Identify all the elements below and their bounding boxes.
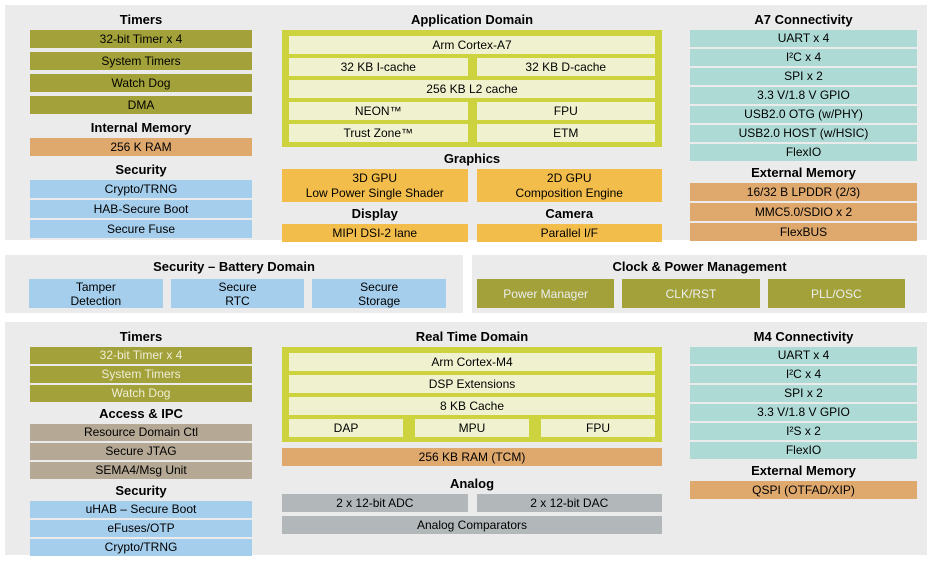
battery-domain-row: Tamper Detection Secure RTC Secure Stora… [5,279,463,308]
ip-block-dap: DAP [289,419,403,437]
top-left-column: Timers 32-bit Timer x 4 System Timers Wa… [30,10,252,240]
clock-power-management-title: Clock & Power Management [612,259,787,274]
application-domain-title: Application Domain [410,12,534,27]
ip-block-cortex-m4: Arm Cortex-M4 [289,353,655,371]
ip-block-a7-i2c: I²C x 4 [690,49,917,66]
ip-block-resource-domain-ctl: Resource Domain Ctl [30,424,252,441]
ip-block-pll-osc: PLL/OSC [767,279,905,308]
real-time-domain-title: Real Time Domain [415,329,529,344]
ip-block-dma: DMA [30,96,252,114]
ip-block-a7-uart: UART x 4 [690,30,917,47]
analog-section-title: Analog [449,476,495,491]
ip-block-system-timers: System Timers [30,52,252,70]
m4-security-section-title: Security [115,483,167,498]
ip-block-m4-system-timers: System Timers [30,366,252,383]
ip-block-hab-secure-boot: HAB-Secure Boot [30,200,252,218]
graphics-section-title: Graphics [443,151,501,166]
bottom-right-column: M4 Connectivity UART x 4 I²C x 4 SPI x 2… [690,327,917,503]
a7-connectivity-section-title: A7 Connectivity [754,12,853,27]
ip-block-adc: 2 x 12-bit ADC [282,494,468,512]
ip-block-secure-jtag: Secure JTAG [30,443,252,460]
internal-memory-section-title: Internal Memory [90,120,192,135]
ip-block-uhab-secure-boot: uHAB – Secure Boot [30,501,252,518]
ip-block-neon: NEON™ [289,102,468,120]
timers-section-title: Timers [119,12,163,27]
ip-block-cortex-a7: Arm Cortex-A7 [289,36,655,54]
ip-block-m4-flexio: FlexIO [690,442,917,459]
ip-block-efuses-otp: eFuses/OTP [30,520,252,537]
ip-block-icache: 32 KB I-cache [289,58,468,76]
ip-block-qspi: QSPI (OTFAD/XIP) [690,481,917,499]
clock-power-management-panel: Clock & Power Management Power Manager C… [472,255,927,313]
adc-dac-row: 2 x 12-bit ADC 2 x 12-bit DAC [282,494,662,516]
ip-block-2d-gpu: 2D GPU Composition Engine [476,169,662,202]
ip-block-m4-crypto-trng: Crypto/TRNG [30,539,252,556]
ip-block-a7-flexio: FlexIO [690,144,917,161]
ip-block-fpu-m4: FPU [541,419,655,437]
ip-block-dsp-extensions: DSP Extensions [289,375,655,393]
top-right-column: A7 Connectivity UART x 4 I²C x 4 SPI x 2… [690,10,917,243]
ip-block-m4-spi: SPI x 2 [690,385,917,402]
ip-block-mpu: MPU [415,419,529,437]
ip-block-mmc-sdio: MMC5.0/SDIO x 2 [690,203,917,221]
ip-block-m4-32bit-timer: 32-bit Timer x 4 [30,347,252,364]
ip-block-m4-gpio: 3.3 V/1.8 V GPIO [690,404,917,421]
display-camera-row: MIPI DSI-2 lane Parallel I/F [282,224,662,246]
ip-block-trust-zone: Trust Zone™ [289,124,468,142]
ip-block-256k-ram: 256 K RAM [30,138,252,156]
ip-block-usb-otg: USB2.0 OTG (w/PHY) [690,106,917,123]
security-battery-domain-title: Security – Battery Domain [153,259,315,274]
ip-block-crypto-trng: Crypto/TRNG [30,180,252,198]
ip-block-dcache: 32 KB D-cache [476,58,655,76]
access-ipc-section-title: Access & IPC [99,406,183,421]
ip-block-clk-rst: CLK/RST [622,279,760,308]
ip-block-m4-watch-dog: Watch Dog [30,385,252,402]
ip-block-parallel-if: Parallel I/F [476,224,662,242]
ip-block-flexbus: FlexBUS [690,223,917,241]
m4-external-memory-section-title: External Memory [751,463,856,478]
m4-connectivity-section-title: M4 Connectivity [753,329,854,344]
top-panel-application-domain: Timers 32-bit Timer x 4 System Timers Wa… [5,5,927,243]
application-domain-container: Arm Cortex-A7 32 KB I-cache 32 KB D-cach… [282,30,662,147]
ip-block-secure-rtc: Secure RTC [170,279,305,308]
a7-external-memory-section-title: External Memory [751,165,856,180]
ip-block-8kb-cache: 8 KB Cache [289,397,655,415]
ip-block-usb-host: USB2.0 HOST (w/HSIC) [690,125,917,142]
security-section-title: Security [115,162,167,177]
m4-timers-section-title: Timers [119,329,163,344]
top-middle-column: Application Domain Arm Cortex-A7 32 KB I… [282,10,662,246]
ip-block-lpddr: 16/32 B LPDDR (2/3) [690,183,917,201]
ip-block-dac: 2 x 12-bit DAC [476,494,662,512]
ip-block-secure-storage: Secure Storage [312,279,447,308]
graphics-row: 3D GPU Low Power Single Shader 2D GPU Co… [282,169,662,204]
ip-block-watch-dog: Watch Dog [30,74,252,92]
ip-block-secure-fuse: Secure Fuse [30,220,252,238]
ip-block-a7-gpio: 3.3 V/1.8 V GPIO [690,87,917,104]
ip-block-l2-cache: 256 KB L2 cache [289,80,655,98]
real-time-domain-container: Arm Cortex-M4 DSP Extensions 8 KB Cache … [282,347,662,442]
ip-block-fpu-a7: FPU [476,102,655,120]
display-section-title: Display [351,206,398,221]
ip-block-analog-comparators: Analog Comparators [282,516,662,534]
ip-block-etm: ETM [476,124,655,142]
bottom-left-column: Timers 32-bit Timer x 4 System Timers Wa… [30,327,252,558]
bottom-middle-column: Real Time Domain Arm Cortex-M4 DSP Exten… [282,327,662,538]
ip-block-3d-gpu: 3D GPU Low Power Single Shader [282,169,468,202]
clock-power-row: Power Manager CLK/RST PLL/OSC [472,279,927,308]
ip-block-m4-uart: UART x 4 [690,347,917,364]
ip-block-i2s: I²S x 2 [690,423,917,440]
bottom-panel-real-time-domain: Timers 32-bit Timer x 4 System Timers Wa… [5,322,927,558]
ip-block-a7-spi: SPI x 2 [690,68,917,85]
ip-block-tcm-ram: 256 KB RAM (TCM) [282,448,662,466]
ip-block-mipi-dsi: MIPI DSI-2 lane [282,224,468,242]
ip-block-32bit-timer: 32-bit Timer x 4 [30,30,252,48]
display-camera-titles-row: Display Camera [282,204,662,224]
ip-block-tamper-detection: Tamper Detection [29,279,163,308]
ip-block-power-manager: Power Manager [477,279,615,308]
ip-block-m4-i2c: I²C x 4 [690,366,917,383]
ip-block-sema4-msg-unit: SEMA4/Msg Unit [30,462,252,479]
camera-section-title: Camera [545,206,594,221]
security-battery-domain-panel: Security – Battery Domain Tamper Detecti… [5,255,463,313]
